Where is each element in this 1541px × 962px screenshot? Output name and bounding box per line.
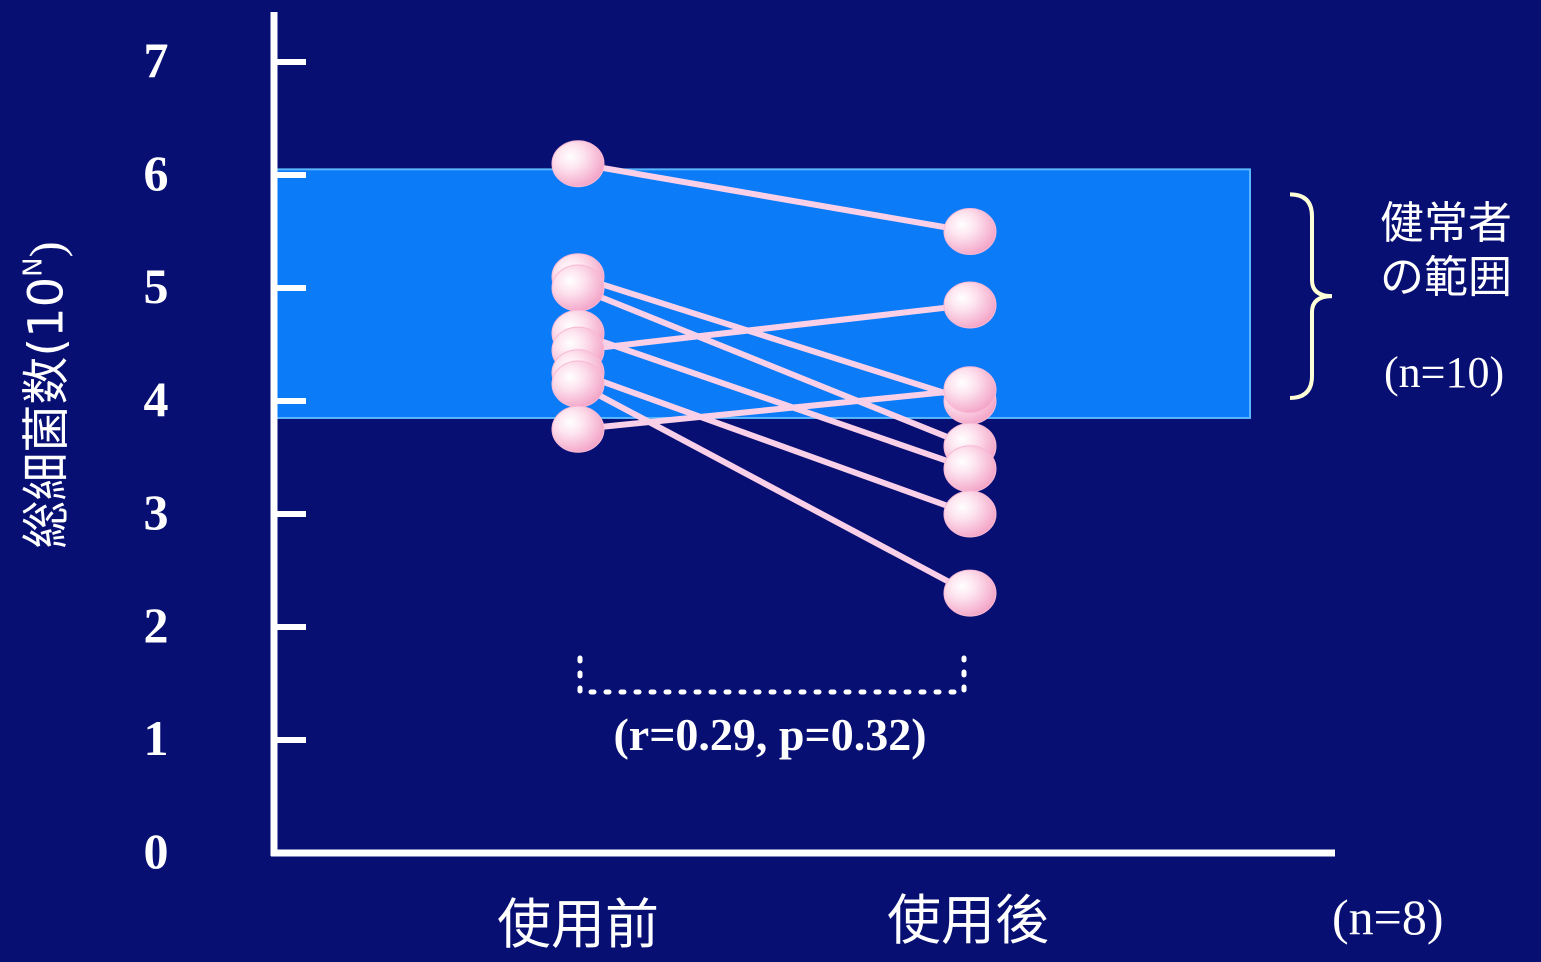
series-line: [575, 273, 973, 404]
normal-range-label: 健常者の範囲: [1380, 198, 1512, 303]
data-point: [943, 281, 997, 329]
data-point: [943, 208, 997, 255]
series-line: [575, 381, 973, 597]
comparison-bracket: [577, 655, 967, 695]
data-point: [551, 405, 605, 453]
data-point: [551, 140, 605, 188]
series-line: [575, 369, 973, 517]
data-point: [943, 366, 997, 414]
normal-range-band: [273, 168, 1251, 419]
data-point: [551, 264, 605, 312]
y-tick-label: 4: [143, 371, 169, 427]
series-line: [575, 285, 973, 450]
data-point: [551, 360, 605, 408]
data-point: [943, 445, 997, 493]
y-tick-label: 6: [143, 145, 169, 201]
series-line: [575, 386, 973, 433]
data-point: [943, 569, 997, 617]
normal-range-n-label: (n=10): [1384, 348, 1505, 397]
y-axis-label-text: 総細菌数(10: [18, 276, 75, 549]
correlation-annotation: (r=0.29, p=0.32): [613, 709, 927, 760]
y-tick-label: 2: [143, 597, 169, 653]
y-tick-label: 3: [143, 484, 169, 540]
y-axis-label-close: ): [20, 241, 74, 258]
x-category-label: 使用前: [497, 893, 659, 956]
data-point: [943, 490, 997, 538]
normal-range-brace: [1289, 192, 1333, 400]
series-line: [575, 330, 973, 472]
x-category-label: 使用後: [887, 889, 1049, 952]
y-tick-label: 7: [143, 32, 169, 88]
y-tick-label: 5: [143, 258, 169, 314]
y-axis-label-exponent: N: [18, 257, 49, 277]
y-tick-label: 0: [143, 823, 169, 879]
series-line: [575, 301, 973, 354]
sample-size-label: (n=8): [1332, 889, 1444, 945]
y-axis-label: 総細菌数(10N): [19, 241, 75, 548]
y-tick-label: 1: [143, 710, 169, 766]
series-line: [575, 160, 973, 235]
